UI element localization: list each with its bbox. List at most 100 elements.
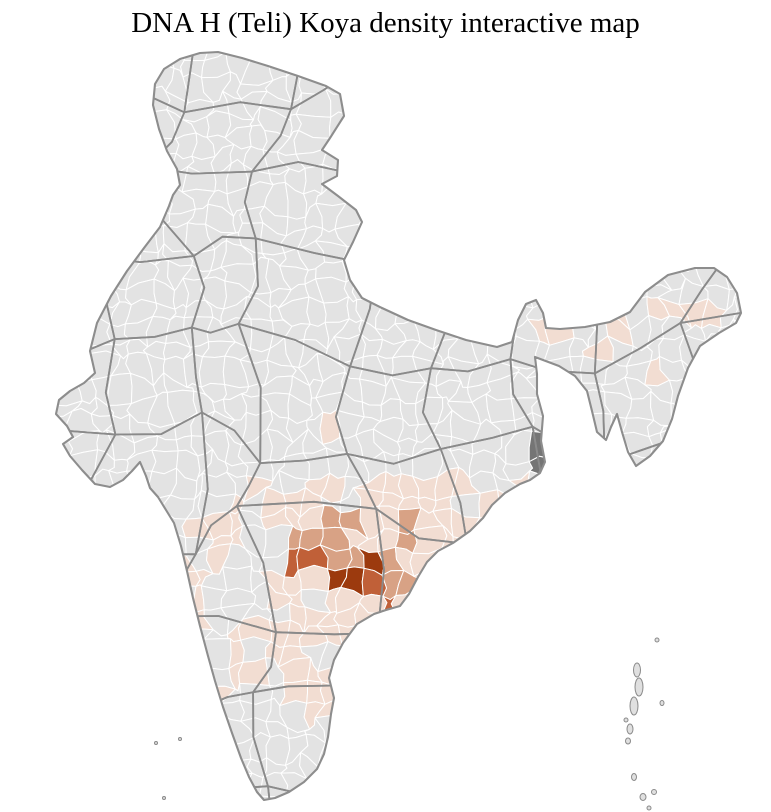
district-cell[interactable] (18, 0, 45, 26)
district-cell[interactable] (582, 779, 616, 806)
district-cell[interactable] (52, 685, 82, 711)
district-cell[interactable] (302, 35, 330, 58)
district-cell[interactable] (394, 619, 424, 648)
district-cell[interactable] (488, 627, 518, 653)
district-cell[interactable] (563, 430, 597, 465)
district-cell[interactable] (0, 73, 26, 97)
district-cell[interactable] (448, 775, 474, 806)
district-cell[interactable] (373, 87, 406, 122)
district-cell[interactable] (562, 20, 587, 41)
district-cell[interactable] (610, 203, 630, 223)
district-cell[interactable] (529, 34, 559, 59)
district-cell[interactable] (415, 646, 441, 668)
district-cell[interactable] (704, 736, 722, 766)
district-cell[interactable] (714, 682, 745, 707)
district-cell[interactable] (563, 604, 597, 625)
district-cell[interactable] (697, 790, 730, 812)
district-cell[interactable] (0, 753, 26, 784)
district-cell[interactable] (658, 719, 683, 745)
district-cell[interactable] (53, 725, 84, 747)
district-cell[interactable] (646, 164, 673, 197)
district-cell[interactable] (69, 734, 97, 759)
district-cell[interactable] (676, 778, 711, 800)
district-cell[interactable] (354, 754, 379, 784)
district-cell[interactable] (525, 244, 554, 272)
district-cell[interactable] (522, 259, 558, 285)
district-cell[interactable] (669, 3, 686, 20)
district-cell[interactable] (56, 512, 82, 537)
district-cell[interactable] (760, 628, 771, 651)
district-cell[interactable] (129, 528, 158, 547)
district-cell[interactable] (529, 111, 553, 140)
district-cell[interactable] (734, 526, 758, 555)
district-cell[interactable] (97, 775, 122, 800)
district-cell[interactable] (594, 679, 615, 711)
district-cell[interactable] (52, 317, 76, 347)
district-cell[interactable] (105, 735, 136, 762)
district-cell[interactable] (0, 777, 22, 802)
district-cell[interactable] (238, 657, 270, 686)
district-cell[interactable] (57, 641, 84, 671)
district-cell[interactable] (70, 79, 96, 103)
district-cell[interactable] (649, 34, 672, 63)
district-cell[interactable] (162, 657, 194, 686)
district-cell[interactable] (0, 19, 18, 40)
district-cell[interactable] (565, 676, 596, 711)
district-cell[interactable] (695, 517, 721, 539)
district-cell[interactable] (611, 625, 633, 647)
district-cell[interactable] (583, 566, 609, 591)
district-cell[interactable] (467, 698, 503, 719)
district-cell[interactable] (638, 125, 667, 159)
district-cell[interactable] (109, 756, 135, 785)
district-cell[interactable] (491, 151, 512, 169)
district-cell[interactable] (563, 543, 598, 579)
district-cell[interactable] (50, 98, 83, 110)
district-cell[interactable] (75, 507, 98, 537)
district-cell[interactable] (36, 716, 60, 742)
district-cell[interactable] (81, 108, 103, 139)
district-cell[interactable] (76, 167, 100, 194)
district-cell[interactable] (468, 224, 503, 252)
district-cell[interactable] (507, 242, 537, 275)
district-cell[interactable] (129, 506, 160, 535)
district-cell[interactable] (449, 13, 475, 47)
district-cell[interactable] (52, 773, 70, 804)
district-cell[interactable] (0, 35, 19, 55)
district-cell[interactable] (35, 395, 54, 417)
district-cell[interactable] (619, 774, 655, 795)
district-cell[interactable] (184, 17, 210, 43)
district-cell[interactable] (607, 90, 630, 118)
district-cell[interactable] (414, 737, 439, 768)
district-cell[interactable] (344, 16, 368, 39)
district-cell[interactable] (695, 524, 722, 554)
district-cell[interactable] (415, 205, 436, 234)
district-cell[interactable] (676, 610, 707, 634)
district-cell[interactable] (0, 226, 26, 248)
district-cell[interactable] (354, 111, 388, 142)
district-cell[interactable] (70, 276, 103, 306)
district-cell[interactable] (755, 429, 771, 460)
district-cell[interactable] (543, 91, 568, 121)
island[interactable] (631, 773, 637, 781)
district-cell[interactable] (56, 525, 82, 550)
district-cell[interactable] (657, 543, 690, 568)
district-cell[interactable] (50, 50, 83, 81)
district-cell[interactable] (760, 188, 771, 209)
district-cell[interactable] (561, 107, 592, 134)
district-cell[interactable] (361, 797, 385, 812)
district-cell[interactable] (737, 547, 763, 572)
district-cell[interactable] (342, 108, 361, 141)
district-cell[interactable] (448, 737, 484, 768)
district-cell[interactable] (735, 365, 768, 385)
district-cell[interactable] (353, 723, 387, 741)
district-cell[interactable] (223, 33, 254, 56)
district-cell[interactable] (248, 0, 270, 26)
district-cell[interactable] (546, 469, 579, 500)
district-cell[interactable] (374, 135, 404, 155)
island[interactable] (659, 700, 665, 706)
district-cell[interactable] (448, 713, 482, 742)
district-cell[interactable] (98, 4, 109, 26)
district-cell[interactable] (742, 453, 755, 479)
district-cell[interactable] (77, 701, 104, 727)
district-cell[interactable] (157, 695, 179, 730)
